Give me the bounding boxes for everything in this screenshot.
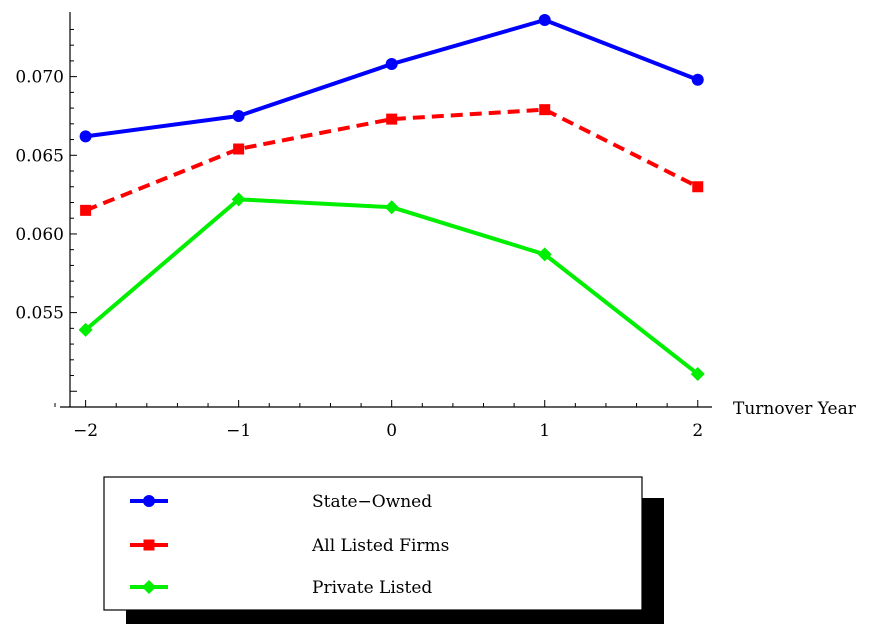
series-line: [84, 197, 699, 376]
axes: 0.055 0.060 0.065 0.070 −2 −1 0 1 2: [15, 12, 712, 441]
data-point: [79, 130, 92, 143]
data-point: [691, 73, 704, 86]
legend: State−Owned All Listed Firms Private Liste…: [103, 476, 664, 624]
data-point: [232, 109, 245, 122]
y-tick-label: 0.070: [15, 68, 64, 88]
data-point: [78, 322, 93, 337]
series-diamond: [78, 192, 705, 381]
y-tick-label: 0.065: [15, 146, 64, 166]
series-layer: [78, 14, 705, 381]
legend-label: Private Listed: [312, 578, 432, 598]
data-point: [386, 113, 398, 125]
data-point: [537, 247, 552, 262]
data-point: [231, 192, 246, 207]
series-circle: [79, 14, 704, 143]
legend-marker: [142, 580, 156, 594]
x-tick-label: 0: [386, 421, 397, 441]
data-point: [539, 104, 551, 116]
data-point: [80, 204, 92, 216]
y-tick-label: 0.055: [15, 304, 64, 324]
legend-marker: [143, 539, 155, 551]
data-point: [233, 143, 245, 155]
data-point: [385, 58, 398, 71]
data-point: [692, 181, 704, 193]
series-square: [80, 104, 704, 216]
legend-label: State−Owned: [312, 492, 432, 512]
x-tick-label: −1: [226, 421, 251, 441]
legend-marker: [143, 495, 155, 507]
data-point: [538, 14, 551, 26]
data-point: [384, 200, 399, 215]
x-tick-label: 1: [539, 421, 550, 441]
x-tick-label: −2: [73, 421, 98, 441]
y-tick-label: 0.060: [15, 225, 64, 245]
x-axis-title: Turnover Year: [733, 399, 857, 419]
legend-box: [103, 476, 643, 611]
x-tick-label: 2: [692, 421, 703, 441]
data-point: [690, 366, 705, 381]
legend-label: All Listed Firms: [311, 536, 449, 556]
